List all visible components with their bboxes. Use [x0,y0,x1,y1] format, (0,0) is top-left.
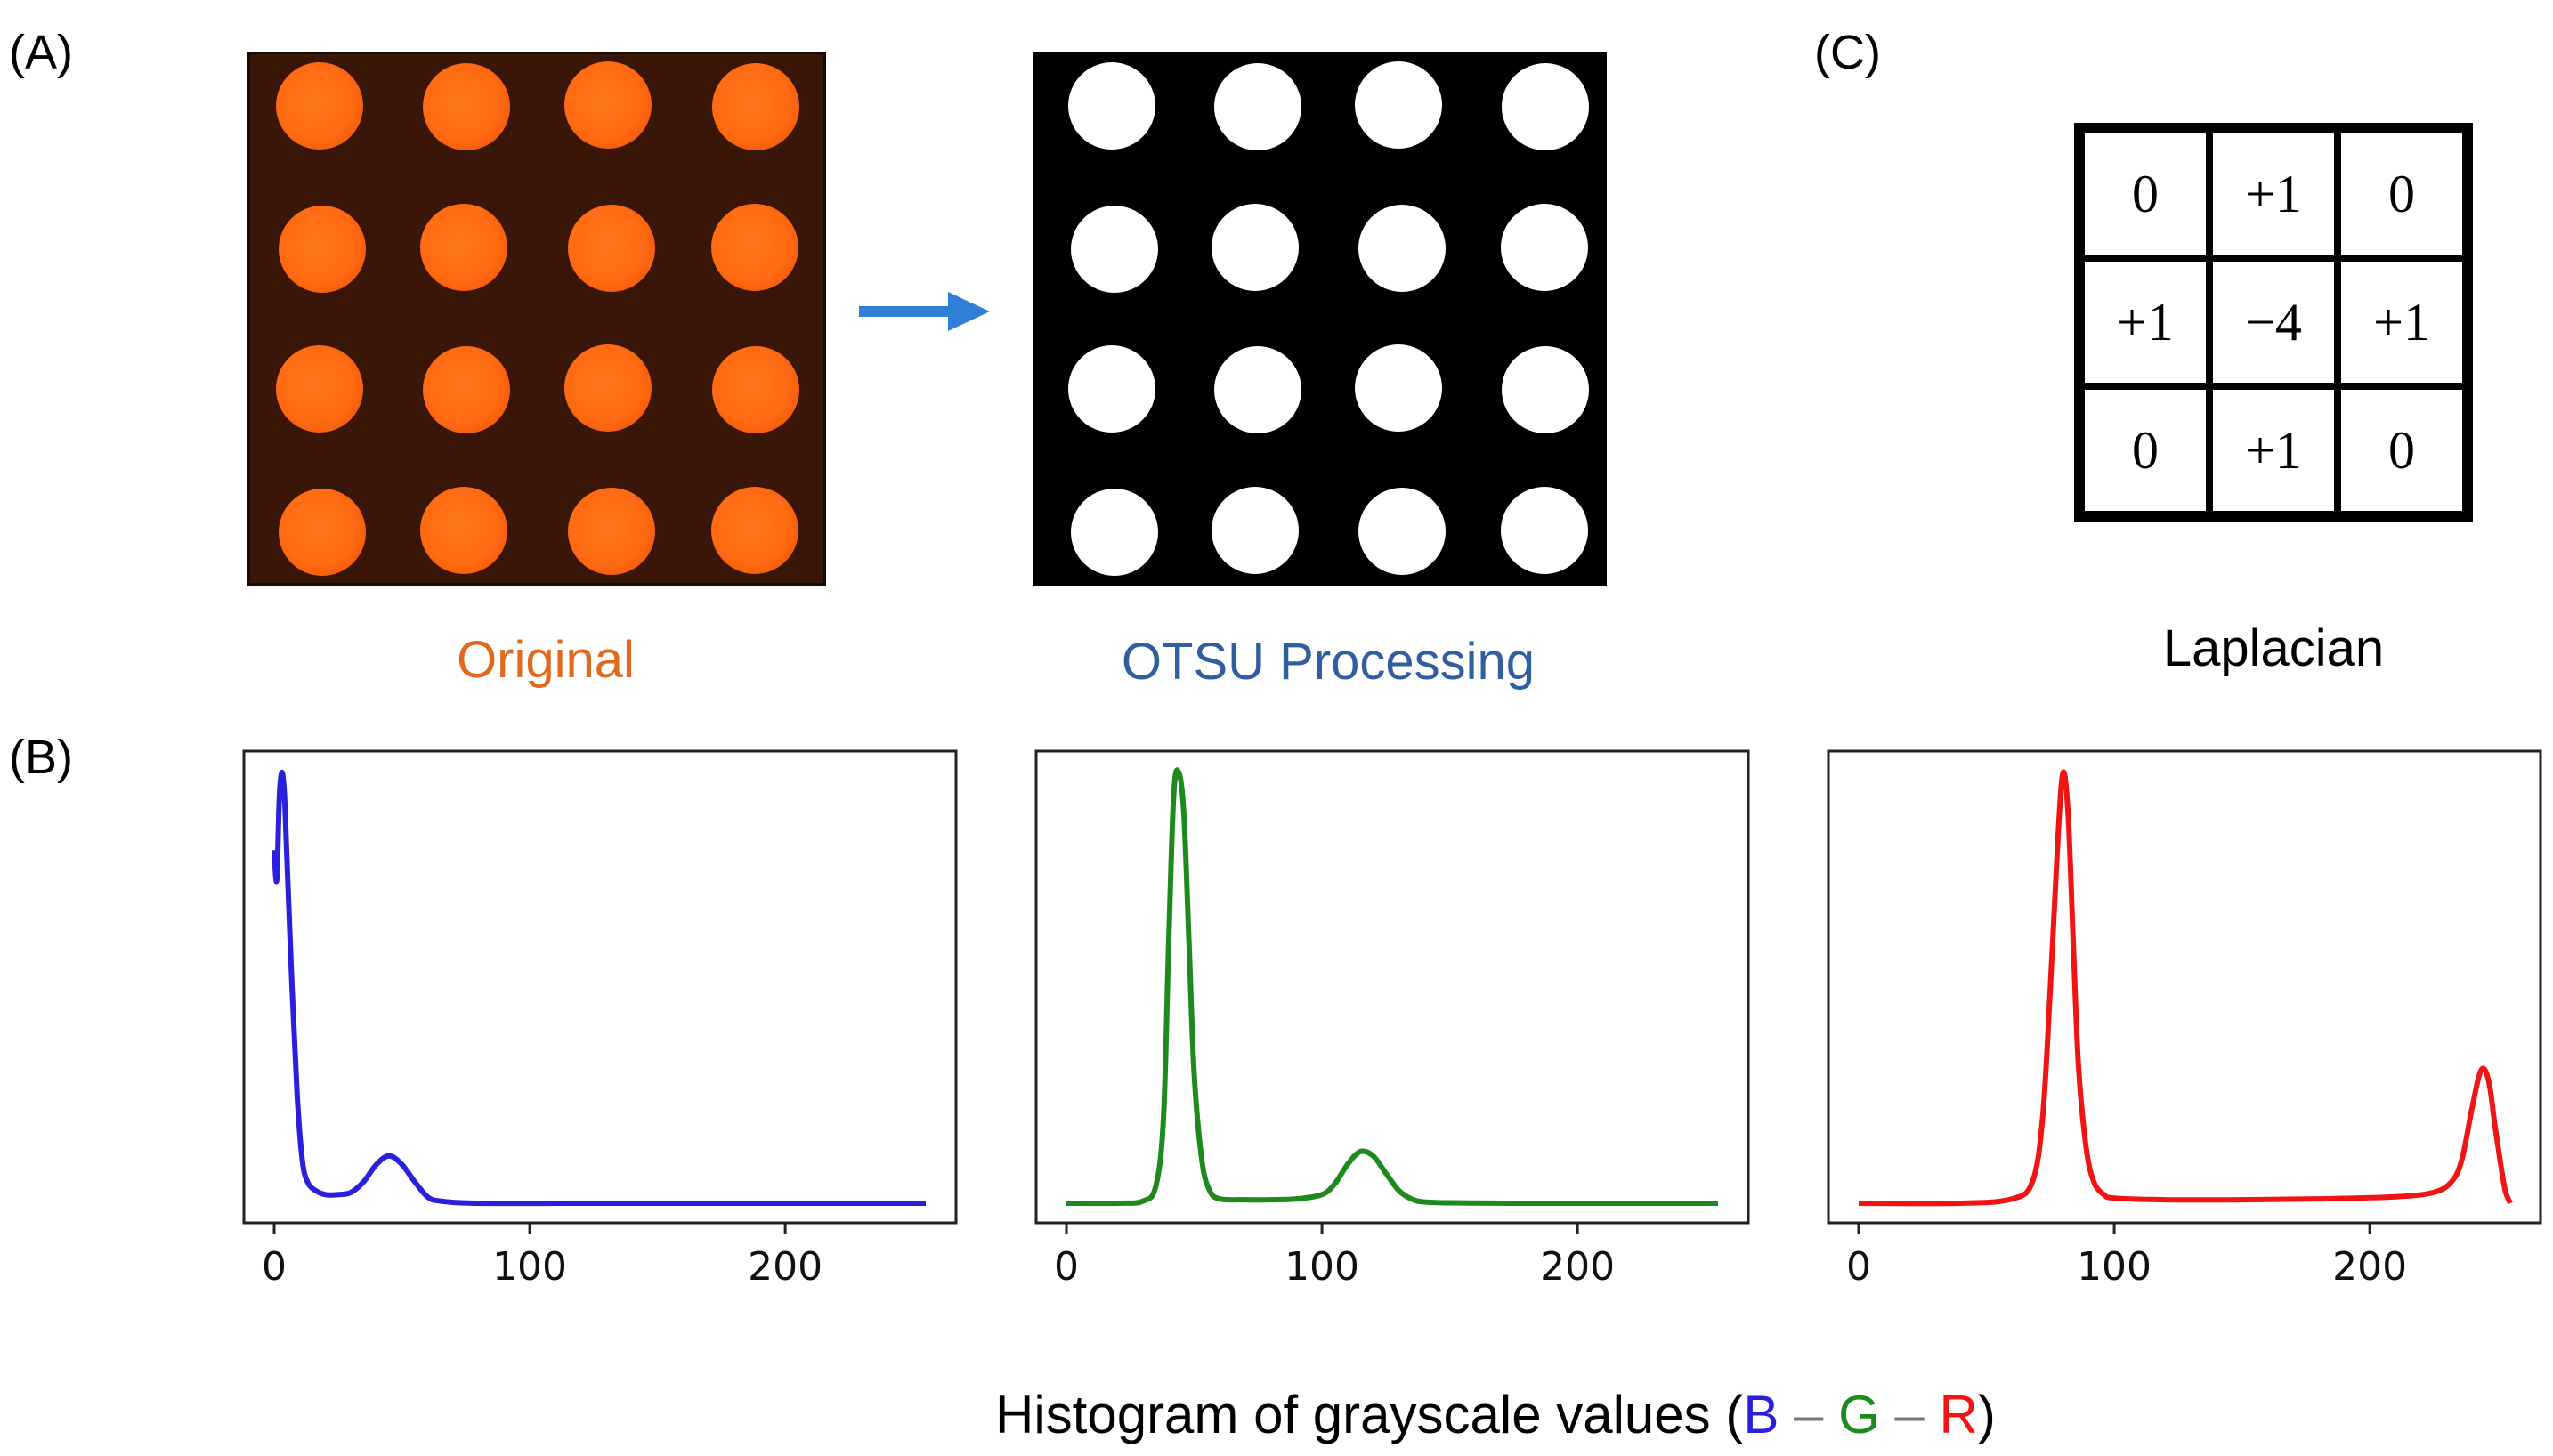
well-dot [1212,486,1299,574]
otsu-image [1033,52,1607,586]
well-dot [564,61,652,149]
well-dot [1068,62,1155,150]
histogram-series-line [272,769,926,1207]
well-dot [712,62,799,150]
x-tick-label: 200 [1540,1244,1615,1290]
histogram-title-r: R [1939,1385,1978,1444]
histogram-blue-chart: 0 100 200 [242,749,958,1290]
histogram-title-sep: – [1779,1385,1839,1444]
well-dot [1358,488,1446,575]
plot-frame [242,749,958,1225]
well-dot [276,62,363,150]
histogram-title-suffix: ) [1977,1385,1996,1444]
well-dot [564,344,652,432]
x-tick-label: 200 [748,1244,823,1290]
well-dot [1071,488,1158,576]
arrow-head [948,292,990,331]
well-dot [1068,345,1155,433]
well-dot [568,488,655,575]
histogram-title-g: G [1838,1385,1880,1444]
original-caption: Original [457,631,635,689]
well-dot [1212,203,1299,291]
well-dot [279,488,366,576]
x-tick-label: 200 [2332,1244,2407,1290]
histogram-green-chart: 0 100 200 [1034,749,1750,1290]
well-dot [1214,63,1301,150]
panel-c-label: (C) [1814,26,1881,79]
well-dot [711,487,798,574]
x-tick-label: 100 [492,1244,567,1290]
well-dot [1355,344,1442,432]
otsu-caption: OTSU Processing [1121,633,1536,691]
kernel-cell: +1 [2338,258,2466,386]
well-dot [568,205,655,292]
panel-b-label: (B) [9,731,73,784]
laplacian-caption: Laplacian [2162,619,2385,677]
histogram-series-line [1858,769,2513,1207]
panel-a-label: (A) [9,26,73,79]
well-dot [1358,205,1446,292]
kernel-cell: +1 [2081,258,2209,386]
histogram-title-sep: – [1879,1385,1940,1444]
plot-frame [1034,749,1750,1225]
kernel-cell: +1 [2209,386,2338,514]
arrow-shaft [859,306,952,317]
well-dot [712,345,799,433]
well-dot [1071,205,1158,293]
kernel-cell: 0 [2081,386,2209,514]
well-dot [420,486,507,574]
original-image [247,52,826,586]
kernel-cell: +1 [2209,130,2338,258]
histogram-title-b: B [1743,1385,1779,1444]
well-dot [423,63,510,150]
kernel-cell: 0 [2338,386,2466,514]
well-dot [420,203,507,291]
kernel-cell: 0 [2338,130,2466,258]
x-tick-label: 0 [1846,1244,1871,1290]
well-dot [279,205,366,293]
well-dot [1501,204,1588,291]
well-dot [1355,61,1442,149]
histogram-red-chart: 0 100 200 [1827,749,2542,1290]
well-dot [711,204,798,291]
x-tick-label: 0 [262,1244,287,1290]
arrow-right-icon [859,292,990,331]
plot-frame [1827,749,2542,1225]
kernel-cell: 0 [2081,130,2209,258]
x-tick-label: 100 [1285,1244,1359,1290]
histogram-title-prefix: Histogram of grayscale values ( [995,1385,1744,1444]
well-dot [1214,346,1301,433]
x-tick-label: 0 [1054,1244,1079,1290]
well-dot [276,345,363,433]
histogram-title: Histogram of grayscale values (B – G – R… [995,1384,1996,1445]
kernel-cell: −4 [2209,258,2338,386]
laplacian-kernel: 0 +1 0 +1 −4 +1 0 +1 0 [2074,123,2473,522]
well-dot [1502,345,1589,433]
well-dot [1502,62,1589,150]
histogram-series-line [1066,767,1718,1207]
x-tick-label: 100 [2077,1244,2152,1290]
well-dot [1501,487,1588,574]
well-dot [423,346,510,433]
